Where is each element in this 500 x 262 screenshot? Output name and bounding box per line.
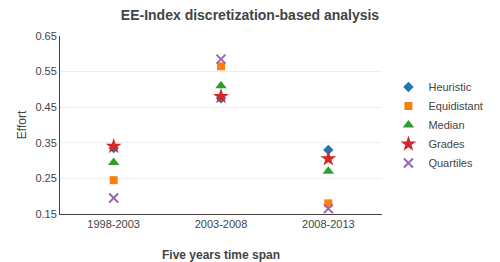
svg-text:0.15: 0.15: [35, 208, 56, 220]
svg-text:0.35: 0.35: [35, 137, 56, 149]
svg-text:Quartiles: Quartiles: [428, 157, 473, 169]
svg-text:Equidistant: Equidistant: [428, 100, 482, 112]
svg-text:0.65: 0.65: [35, 30, 56, 42]
svg-text:0.55: 0.55: [35, 65, 56, 77]
svg-text:Five years time span: Five years time span: [162, 248, 280, 262]
svg-text:Heuristic: Heuristic: [428, 81, 471, 93]
svg-text:1998-2003: 1998-2003: [87, 218, 140, 230]
svg-text:Effort: Effort: [15, 110, 29, 139]
svg-text:0.45: 0.45: [35, 101, 56, 113]
svg-text:Grades: Grades: [428, 138, 465, 150]
svg-text:2008-2013: 2008-2013: [302, 218, 355, 230]
svg-text:EE-Index discretization-based: EE-Index discretization-based analysis: [121, 7, 380, 23]
svg-text:Median: Median: [428, 119, 464, 131]
svg-text:0.25: 0.25: [35, 172, 56, 184]
svg-text:2003-2008: 2003-2008: [195, 218, 248, 230]
